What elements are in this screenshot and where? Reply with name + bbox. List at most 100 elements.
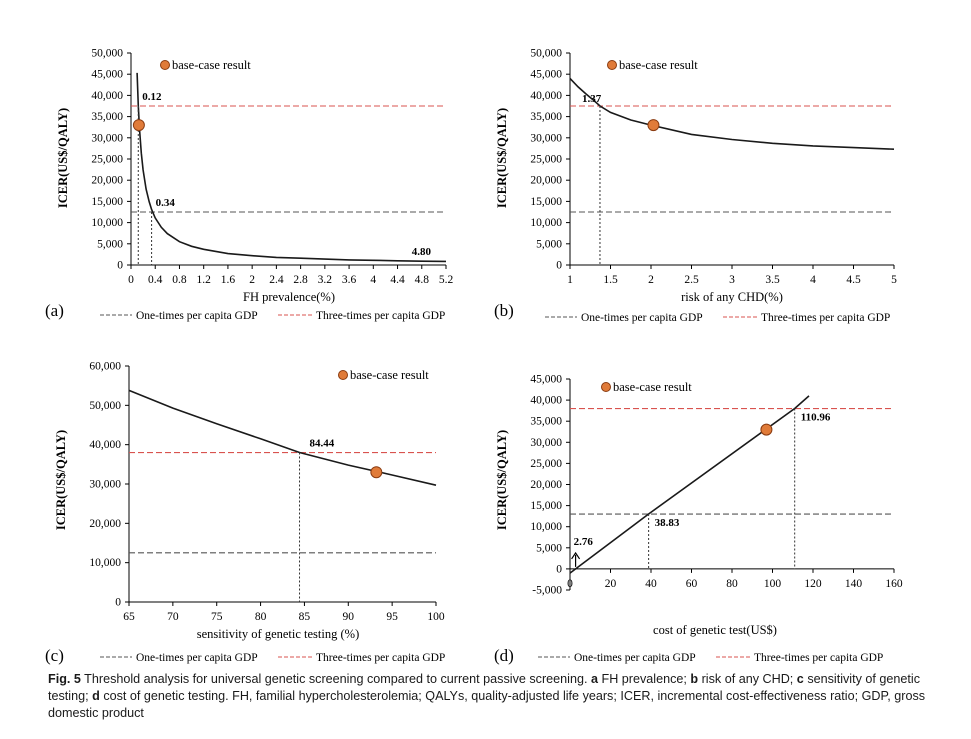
y-tick-label: 15,000 [530, 500, 562, 512]
y-tick-label: 40,000 [91, 90, 123, 102]
x-tick-label: 3.6 [342, 274, 357, 286]
legend-marker-symbol [160, 60, 170, 70]
x-tick-label: 160 [885, 578, 903, 590]
y-tick-label: 15,000 [530, 196, 562, 208]
x-tick-label: 2.5 [684, 274, 699, 286]
y-tick-label: 25,000 [91, 154, 123, 166]
x-tick-label: 1.6 [221, 274, 236, 286]
y-tick-label: 0 [556, 563, 562, 575]
y-tick-label: 5,000 [97, 238, 123, 250]
legend-three-times-label: Three-times per capita GDP [316, 652, 445, 664]
x-tick-label: 2.8 [293, 274, 308, 286]
x-tick-label: 70 [167, 611, 179, 623]
annotation-arrow-head [571, 551, 581, 560]
caption-c-key: c [796, 672, 804, 686]
caption-a-text: FH prevalence; [601, 672, 687, 686]
legend-marker-label: base-case result [172, 58, 251, 72]
x-tick-label: 0 [567, 578, 573, 590]
legend-three-times-label: Three-times per capita GDP [761, 312, 890, 324]
x-tick-label: 40 [645, 578, 657, 590]
threshold-annotation: 38.83 [655, 517, 680, 529]
y-tick-label: 10,000 [89, 557, 121, 569]
x-tick-label: 4.4 [390, 274, 405, 286]
y-axis-title: ICER(US$/QALY) [54, 430, 68, 530]
x-tick-label: 100 [764, 578, 782, 590]
y-tick-label: 5,000 [536, 238, 562, 250]
legend-one-times-label: One-times per capita GDP [136, 310, 258, 322]
legend-marker-label: base-case result [619, 58, 698, 72]
x-tick-label: 0.8 [172, 274, 187, 286]
x-tick-label: 100 [427, 611, 445, 623]
y-tick-label: 45,000 [91, 69, 123, 81]
figure-panels: 05,00010,00015,00020,00025,00030,00035,0… [45, 48, 903, 666]
chart-panel-b: 0 5,000 10,000 15,000 20,000 25,000 30,000 35,0… [494, 48, 897, 325]
y-tick-label: 60,000 [89, 361, 121, 373]
caption-d-text: cost of genetic testing. FH, familial hy… [48, 689, 926, 720]
y-tick-label: 10,000 [530, 521, 562, 533]
x-tick-label: 5 [891, 274, 897, 286]
x-tick-label: 2.4 [269, 274, 284, 286]
panel-label: (a) [45, 301, 64, 320]
caption-d-key: d [92, 689, 100, 703]
x-tick-label: 0.4 [148, 274, 163, 286]
legend-three-times-label: Three-times per capita GDP [316, 310, 445, 322]
legend-marker-symbol [338, 370, 348, 380]
x-axis-title: sensitivity of genetic testing (%) [197, 627, 359, 641]
caption-fig-label: Fig. 5 [48, 672, 81, 686]
y-axis-title: ICER(US$/QALY) [495, 430, 509, 530]
x-tick-label: 1.2 [197, 274, 212, 286]
x-tick-label: 80 [726, 578, 738, 590]
y-tick-label: 10,000 [91, 217, 123, 229]
y-tick-label: 15,000 [91, 196, 123, 208]
base-case-point [647, 119, 660, 132]
y-tick-label: 0 [115, 597, 121, 609]
legend-one-times-label: One-times per capita GDP [574, 652, 696, 664]
icer-curve [569, 395, 810, 574]
legend-marker-label: base-case result [350, 368, 429, 382]
legend-marker-label: base-case result [613, 380, 692, 394]
base-case-point [132, 119, 145, 132]
y-tick-label: 10,000 [530, 217, 562, 229]
y-tick-label: 0 [556, 260, 562, 272]
threshold-annotation: 2.76 [574, 536, 594, 548]
panel-label: (c) [45, 646, 64, 665]
threshold-annotation: 110.96 [801, 412, 831, 424]
caption-b-text: risk of any CHD; [701, 672, 794, 686]
y-tick-label: 50,000 [89, 400, 121, 412]
y-tick-label: 25,000 [530, 154, 562, 166]
x-tick-label: 120 [804, 578, 822, 590]
panel-label: (b) [494, 301, 514, 320]
x-axis-title: FH prevalence(%) [243, 290, 335, 304]
y-tick-label: 40,000 [530, 90, 562, 102]
x-tick-label: 75 [211, 611, 223, 623]
y-tick-label: 25,000 [530, 458, 562, 470]
legend-one-times-label: One-times per capita GDP [581, 312, 703, 324]
legend-one-times-label: One-times per capita GDP [136, 652, 258, 664]
y-tick-label: 20,000 [89, 518, 121, 530]
y-tick-label: 5,000 [536, 542, 562, 554]
caption-a-key: a [590, 672, 598, 686]
y-tick-label: 30,000 [530, 132, 562, 144]
x-tick-label: 3.2 [318, 274, 333, 286]
y-tick-label: 45,000 [530, 69, 562, 81]
y-tick-label: 40,000 [89, 439, 121, 451]
chart-panel-c: 0 10,000 20,000 30,000 40,000 50,000 60,000 65 7… [45, 361, 445, 666]
x-tick-label: 20 [605, 578, 617, 590]
x-tick-label: 80 [255, 611, 267, 623]
y-tick-label: 0 [117, 260, 123, 272]
x-tick-label: 140 [845, 578, 863, 590]
threshold-annotation: 0.12 [142, 91, 162, 103]
threshold-annotation: 4.80 [412, 246, 432, 258]
icer-curve [569, 77, 895, 150]
x-tick-label: 1 [567, 274, 573, 286]
x-tick-label: 2 [249, 274, 255, 286]
x-tick-label: 4.8 [415, 274, 430, 286]
y-tick-label: -5,000 [532, 585, 562, 597]
x-tick-label: 3 [729, 274, 735, 286]
y-tick-label: 30,000 [91, 132, 123, 144]
x-tick-label: 95 [386, 611, 398, 623]
y-tick-label: 30,000 [530, 437, 562, 449]
x-tick-label: 5.2 [439, 274, 454, 286]
y-tick-label: 20,000 [91, 175, 123, 187]
x-tick-label: 4 [810, 274, 816, 286]
